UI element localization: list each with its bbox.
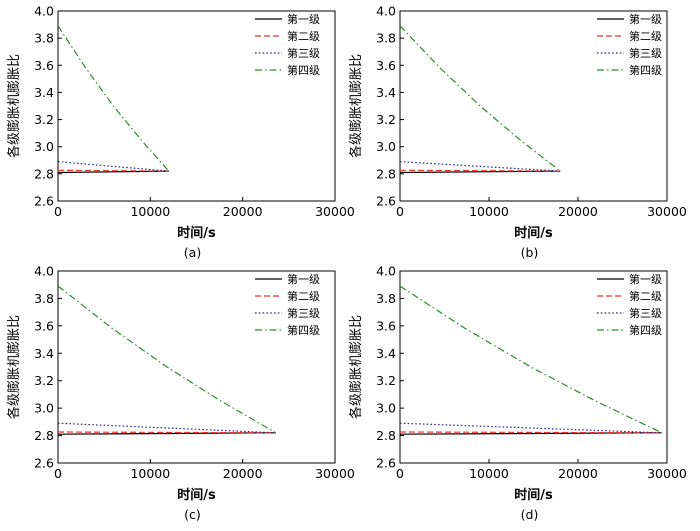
x-axis-label: 时间/s <box>514 487 553 503</box>
series-line <box>399 169 561 172</box>
x-tick-label: 0 <box>396 204 404 219</box>
y-tick-label: 3.8 <box>376 31 396 46</box>
series-line <box>399 432 662 435</box>
x-tick-label: 20000 <box>558 466 598 481</box>
panel-label: (b) <box>521 245 539 260</box>
panel-label: (c) <box>184 507 201 522</box>
chart-panel: 0 10000 20000 30000 2.6 2.8 3.0 3.2 3.4 3.6 3.8 4.0… <box>6 4 355 261</box>
y-tick-label: 3.2 <box>376 112 396 127</box>
y-tick-label: 3.4 <box>376 346 396 361</box>
x-tick-label: 0 <box>54 466 62 481</box>
legend-label: 第二级 <box>287 289 320 303</box>
x-axis-label: 时间/s <box>514 225 553 241</box>
series-line <box>399 170 561 174</box>
plot-frame <box>57 10 336 202</box>
series-line <box>57 161 169 172</box>
y-tick-label: 3.8 <box>34 291 54 306</box>
legend-label: 第三级 <box>287 46 320 60</box>
y-tick-label: 4.0 <box>34 4 54 19</box>
y-tick-label: 2.8 <box>376 428 396 443</box>
y-tick-label: 2.6 <box>376 456 396 471</box>
y-tick-label: 2.8 <box>376 166 396 181</box>
legend-label: 第一级 <box>287 12 320 26</box>
x-tick-label: 10000 <box>130 204 170 219</box>
series-line <box>399 422 662 434</box>
chart-panel: 0 10000 20000 30000 2.6 2.8 3.0 3.2 3.4 3.6 3.8 4.0… <box>6 264 355 523</box>
chart-panel: 0 10000 20000 30000 2.6 2.8 3.0 3.2 3.4 3.6 3.8 4.0… <box>348 4 687 261</box>
legend-label: 第二级 <box>629 29 662 43</box>
x-tick-label: 0 <box>54 204 62 219</box>
y-axis-label: 各级膨胀机膨胀比 <box>6 54 22 158</box>
legend-label: 第四级 <box>287 63 320 77</box>
x-tick-label: 30000 <box>647 466 687 481</box>
y-tick-label: 3.6 <box>34 58 54 73</box>
x-tick-label: 10000 <box>130 466 170 481</box>
x-tick-label: 30000 <box>315 204 355 219</box>
y-tick-label: 3.0 <box>34 139 54 154</box>
series-line <box>57 25 170 172</box>
panel-label: (a) <box>184 245 201 260</box>
y-tick-label: 3.2 <box>376 373 396 388</box>
x-axis-label: 时间/s <box>177 225 216 241</box>
y-tick-label: 2.6 <box>34 456 54 471</box>
x-tick-label: 10000 <box>469 204 509 219</box>
y-tick-label: 4.0 <box>376 264 396 279</box>
legend-label: 第三级 <box>287 306 320 320</box>
y-tick-label: 3.6 <box>34 318 54 333</box>
series-line <box>399 431 662 434</box>
legend-label: 第四级 <box>629 63 662 77</box>
y-tick-label: 2.6 <box>34 194 54 209</box>
series-line <box>57 285 277 434</box>
legend-label: 第一级 <box>287 272 320 286</box>
y-tick-label: 3.8 <box>376 291 396 306</box>
series-line <box>57 431 276 434</box>
y-tick-label: 4.0 <box>34 264 54 279</box>
y-tick-label: 3.6 <box>376 318 396 333</box>
series-line <box>57 422 276 434</box>
legend-label: 第四级 <box>287 323 320 337</box>
legend-label: 第一级 <box>629 272 662 286</box>
y-tick-label: 3.4 <box>34 346 54 361</box>
x-tick-label: 20000 <box>223 466 263 481</box>
legend-label: 第一级 <box>629 12 662 26</box>
y-tick-label: 3.6 <box>376 58 396 73</box>
chart-panel: 0 10000 20000 30000 2.6 2.8 3.0 3.2 3.4 3.6 3.8 4.0… <box>348 264 687 523</box>
x-axis-label: 时间/s <box>177 487 216 503</box>
series-line <box>399 285 662 434</box>
series-line <box>399 25 561 172</box>
y-axis-label: 各级膨胀机膨胀比 <box>348 315 364 419</box>
plot-frame <box>57 270 336 464</box>
y-tick-label: 2.8 <box>34 166 54 181</box>
plot-frame <box>399 10 668 202</box>
y-axis-label: 各级膨胀机膨胀比 <box>6 315 22 419</box>
legend-label: 第三级 <box>629 46 662 60</box>
x-tick-label: 0 <box>396 466 404 481</box>
y-tick-label: 2.6 <box>376 194 396 209</box>
x-tick-label: 10000 <box>469 466 509 481</box>
y-tick-label: 3.0 <box>34 401 54 416</box>
y-axis-label: 各级膨胀机膨胀比 <box>348 54 364 158</box>
y-tick-label: 3.2 <box>34 112 54 127</box>
x-tick-label: 20000 <box>558 204 598 219</box>
y-tick-label: 3.0 <box>376 139 396 154</box>
x-tick-label: 30000 <box>647 204 687 219</box>
series-line <box>57 169 169 172</box>
panel-label: (d) <box>521 507 539 522</box>
y-tick-label: 3.0 <box>376 401 396 416</box>
y-tick-label: 3.8 <box>34 31 54 46</box>
y-tick-label: 2.8 <box>34 428 54 443</box>
y-tick-label: 3.2 <box>34 373 54 388</box>
y-tick-label: 3.4 <box>34 85 54 100</box>
series-line <box>399 161 561 172</box>
x-tick-label: 20000 <box>223 204 263 219</box>
legend-label: 第二级 <box>629 289 662 303</box>
x-tick-label: 30000 <box>315 466 355 481</box>
legend-label: 第三级 <box>629 306 662 320</box>
legend-label: 第二级 <box>287 29 320 43</box>
y-tick-label: 3.4 <box>376 85 396 100</box>
legend-label: 第四级 <box>629 323 662 337</box>
plot-frame <box>399 270 668 464</box>
y-tick-label: 4.0 <box>376 4 396 19</box>
